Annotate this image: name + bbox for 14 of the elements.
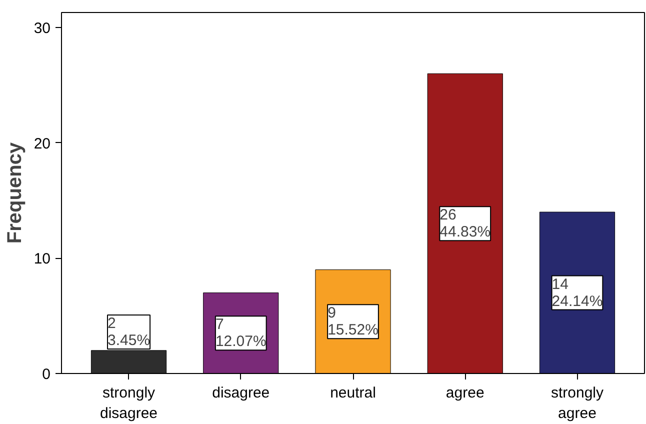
x-tick-label: strongly agree: [550, 384, 604, 422]
y-axis-title: Frequency: [4, 142, 26, 244]
x-tick-label: disagree: [212, 384, 270, 402]
data-label: 7 12.07%: [215, 316, 266, 350]
data-label: 9 15.52%: [328, 304, 378, 339]
data-label: 2 3.45%: [108, 314, 150, 349]
data-label: 26 44.83%: [440, 206, 491, 241]
y-tick-label: 10: [34, 250, 51, 268]
x-tick-label: agree: [446, 384, 484, 402]
x-tick-label: neutral: [330, 384, 376, 402]
y-tick-label: 20: [34, 135, 51, 152]
y-tick-label: 0: [42, 366, 50, 383]
y-tick-label: 30: [34, 20, 51, 37]
x-tick-label: strongly disagree: [100, 384, 158, 422]
